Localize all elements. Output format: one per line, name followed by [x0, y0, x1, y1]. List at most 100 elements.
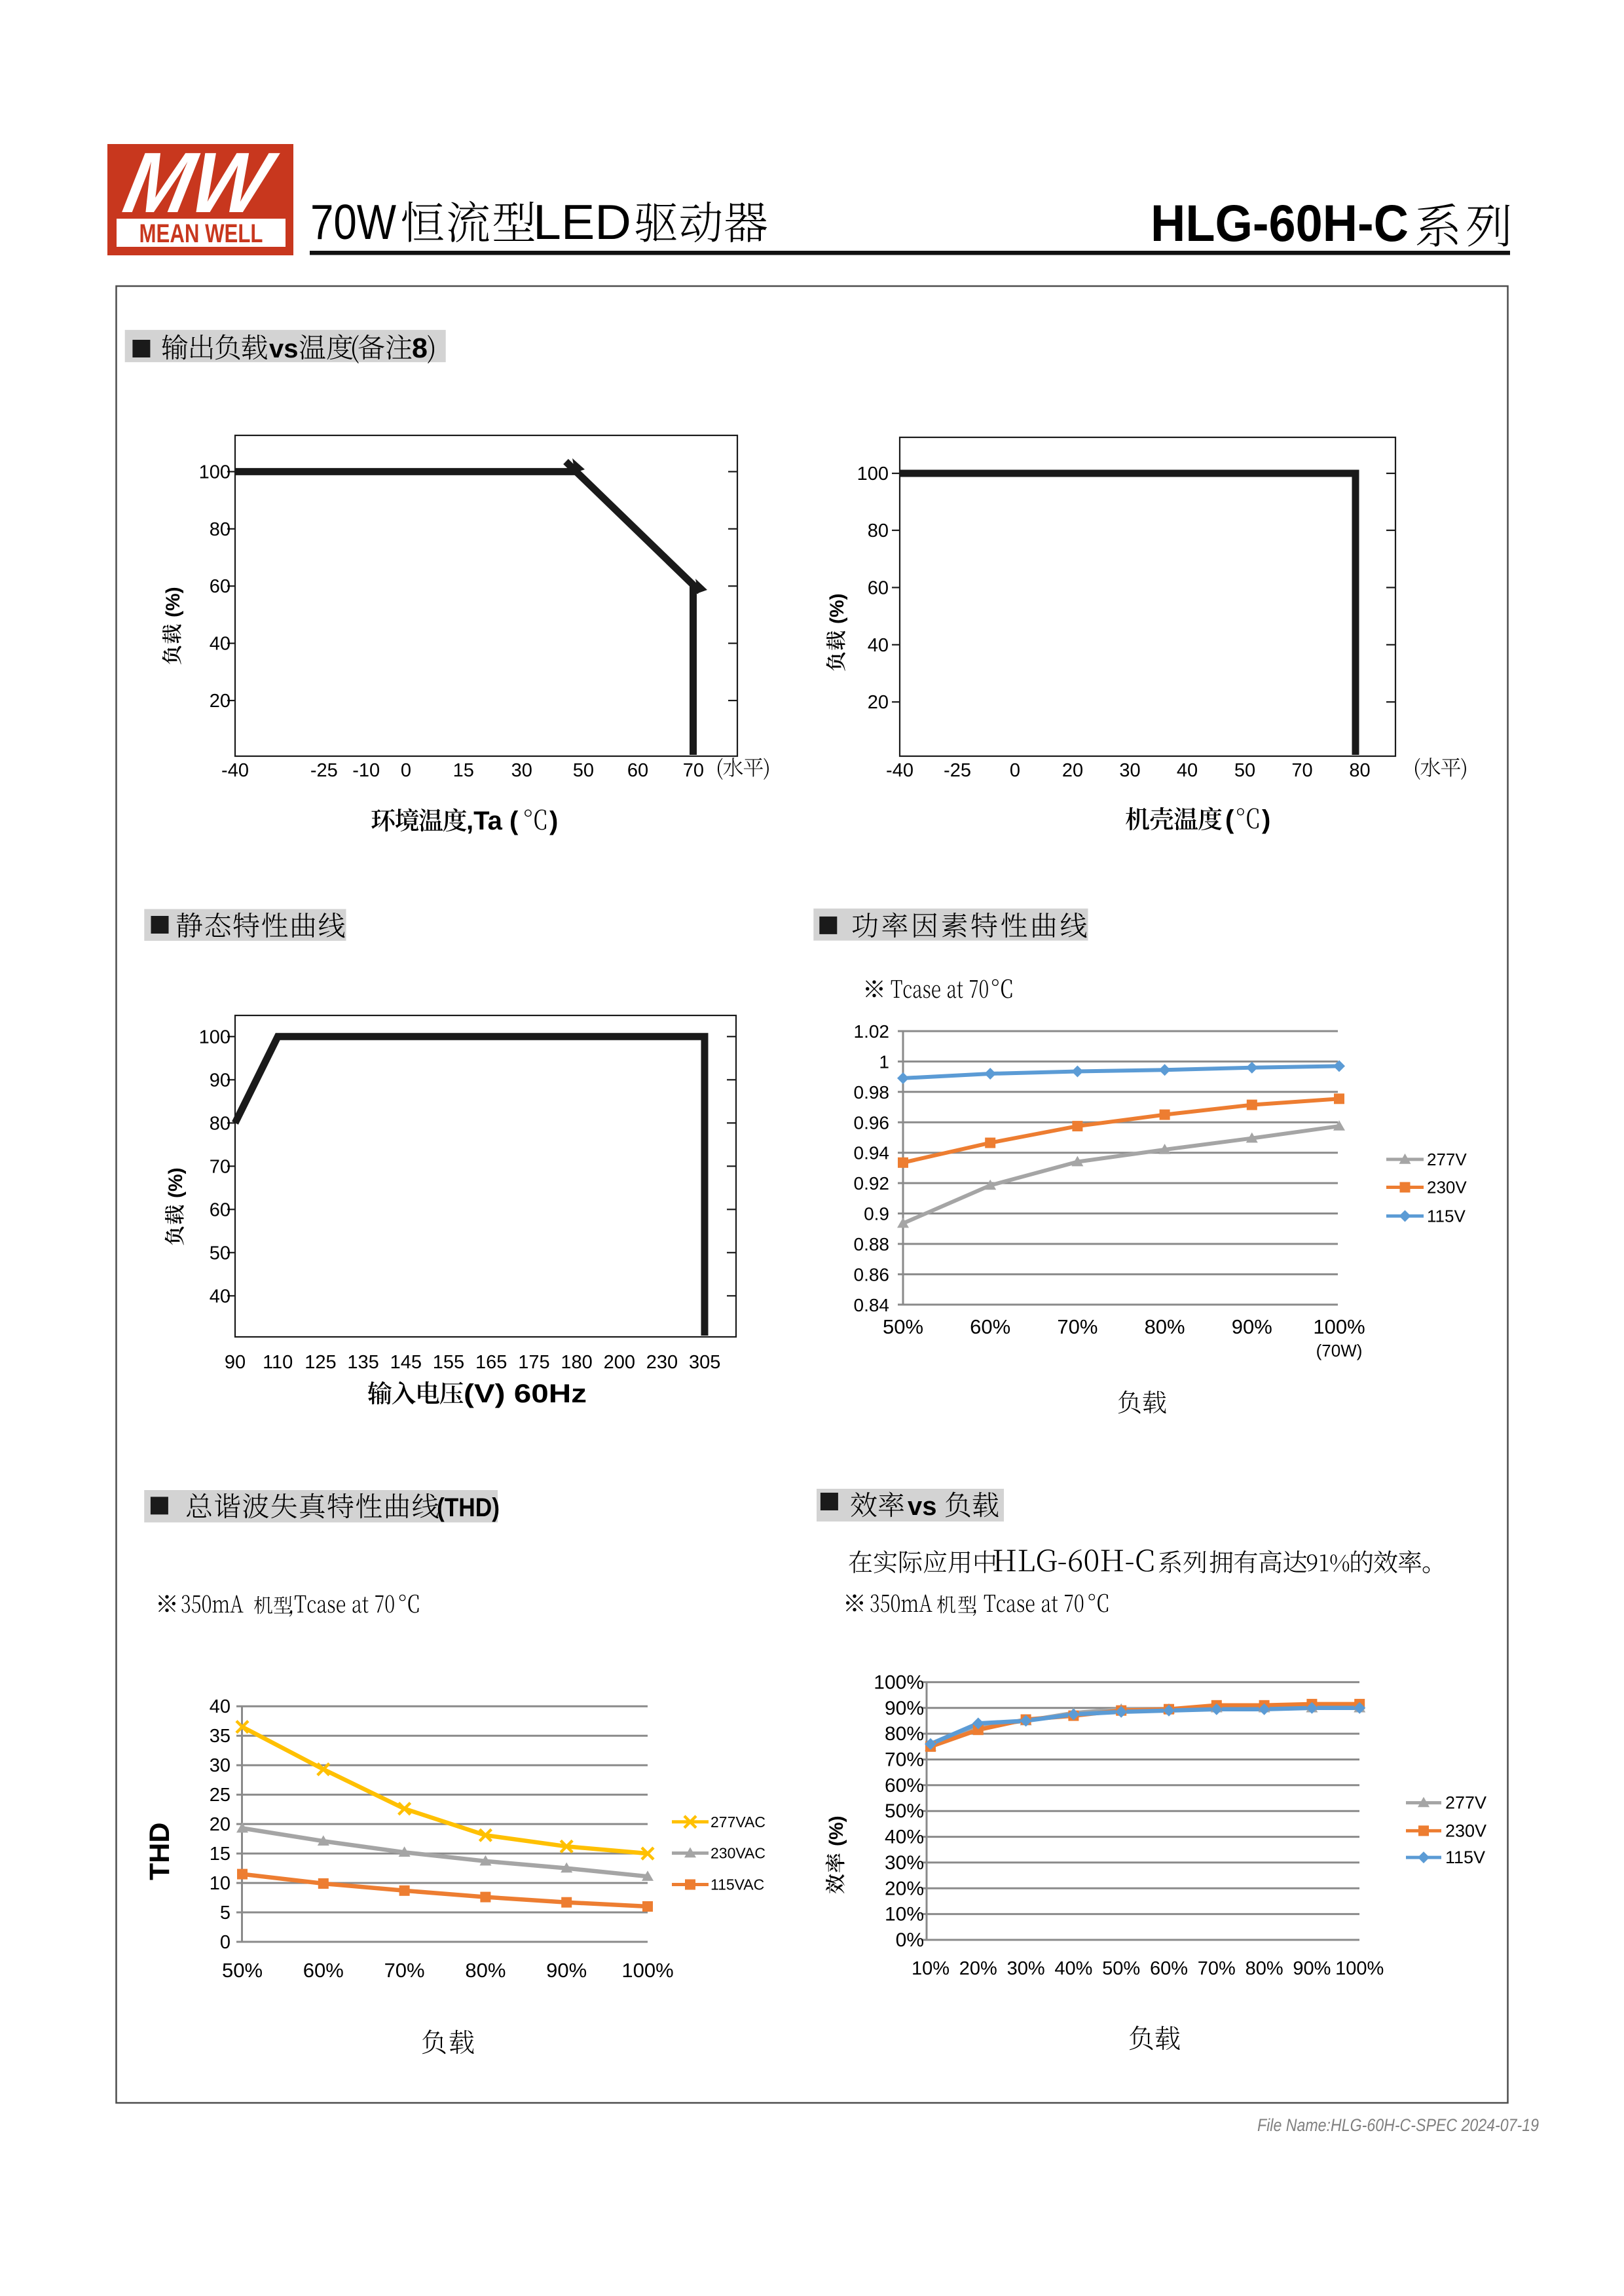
svg-text:(%): (%) — [826, 1815, 847, 1846]
svg-text:(%): (%) — [162, 587, 184, 617]
svg-text:100: 100 — [199, 462, 231, 483]
svg-text:50%: 50% — [1102, 1958, 1140, 1979]
svg-text:175: 175 — [518, 1352, 549, 1373]
svg-text:50: 50 — [1234, 760, 1255, 781]
svg-text:(: ( — [1225, 805, 1234, 834]
svg-text:8: 8 — [412, 333, 428, 364]
svg-text:200: 200 — [604, 1352, 635, 1373]
svg-text:50: 50 — [573, 760, 594, 781]
svg-text:135: 135 — [347, 1352, 378, 1373]
svg-text:0: 0 — [220, 1932, 231, 1953]
svg-text:0.88: 0.88 — [854, 1234, 890, 1254]
svg-text:30%: 30% — [885, 1852, 924, 1874]
svg-text:90: 90 — [210, 1070, 231, 1091]
svg-text:0.96: 0.96 — [854, 1112, 890, 1133]
svg-text:90: 90 — [225, 1352, 246, 1373]
svg-text:305: 305 — [689, 1352, 720, 1373]
svg-text:-25: -25 — [944, 760, 971, 781]
svg-text:230: 230 — [646, 1352, 678, 1373]
svg-text:): ) — [549, 807, 558, 835]
svg-text:40%: 40% — [1054, 1958, 1092, 1979]
svg-text:LED: LED — [533, 194, 631, 249]
svg-text:MW: MW — [117, 135, 284, 230]
svg-text:80%: 80% — [1246, 1958, 1283, 1979]
svg-text:60: 60 — [210, 1199, 231, 1220]
svg-text:50: 50 — [210, 1243, 231, 1264]
svg-text:30: 30 — [511, 760, 532, 781]
svg-text:80: 80 — [1349, 760, 1370, 781]
svg-text:100: 100 — [199, 1027, 231, 1048]
svg-text:180: 180 — [561, 1352, 592, 1373]
svg-text:115V: 115V — [1427, 1206, 1466, 1226]
svg-text:20%: 20% — [885, 1878, 924, 1899]
svg-text:100: 100 — [857, 464, 889, 484]
svg-text:110: 110 — [263, 1352, 293, 1373]
svg-text:60%: 60% — [1150, 1958, 1188, 1979]
svg-text:50%: 50% — [883, 1315, 923, 1338]
svg-text:20: 20 — [1062, 760, 1083, 781]
svg-text:115VAC: 115VAC — [710, 1876, 764, 1893]
svg-text:115V: 115V — [1445, 1848, 1485, 1867]
svg-text:40: 40 — [210, 1286, 231, 1307]
svg-text:40%: 40% — [885, 1827, 924, 1848]
svg-text:-10: -10 — [352, 760, 380, 781]
svg-text:-40: -40 — [886, 760, 913, 781]
svg-text:80%: 80% — [1145, 1315, 1185, 1338]
svg-text:15: 15 — [453, 760, 474, 781]
svg-text:277VAC: 277VAC — [710, 1813, 766, 1831]
svg-text:277V: 277V — [1427, 1150, 1467, 1169]
svg-text:70%: 70% — [1057, 1315, 1098, 1338]
svg-text:230V: 230V — [1445, 1821, 1486, 1840]
svg-text:(%): (%) — [165, 1167, 187, 1198]
svg-text:40: 40 — [1177, 760, 1198, 781]
svg-text:50%: 50% — [222, 1959, 263, 1982]
svg-text:70: 70 — [683, 760, 704, 781]
svg-text:25: 25 — [210, 1785, 231, 1806]
svg-text:20: 20 — [210, 691, 231, 712]
svg-text:50%: 50% — [885, 1800, 924, 1822]
svg-text:100%: 100% — [874, 1671, 924, 1693]
svg-text:90%: 90% — [1232, 1315, 1272, 1338]
svg-text:0%: 0% — [896, 1929, 924, 1951]
svg-text:-40: -40 — [221, 760, 249, 781]
svg-text:70%: 70% — [885, 1749, 924, 1771]
svg-text:0: 0 — [1010, 760, 1020, 781]
svg-text:125: 125 — [304, 1352, 336, 1373]
svg-text:File Name:HLG-60H-C-SPEC 202: File Name:HLG-60H-C-SPEC 2024-07-19 — [1257, 2115, 1539, 2135]
svg-text:(THD): (THD) — [437, 1493, 500, 1522]
svg-text:165: 165 — [475, 1352, 507, 1373]
svg-text:70%: 70% — [1198, 1958, 1236, 1979]
svg-text:80%: 80% — [465, 1959, 506, 1982]
svg-text:230VAC: 230VAC — [710, 1845, 766, 1862]
svg-text:60%: 60% — [303, 1959, 344, 1982]
svg-text:(70W): (70W) — [1316, 1341, 1363, 1360]
svg-text:1.02: 1.02 — [854, 1021, 890, 1042]
svg-text:30%: 30% — [1007, 1958, 1045, 1979]
svg-text:40: 40 — [210, 634, 231, 655]
svg-text:30: 30 — [1119, 760, 1140, 781]
svg-text:0.86: 0.86 — [854, 1264, 890, 1285]
svg-text:80: 80 — [868, 520, 889, 541]
svg-text:155: 155 — [433, 1352, 464, 1373]
svg-text:vs: vs — [269, 335, 299, 363]
svg-text:40: 40 — [868, 635, 889, 656]
svg-text:0.9: 0.9 — [864, 1204, 889, 1224]
svg-text:100%: 100% — [1313, 1315, 1365, 1338]
svg-text:60%: 60% — [885, 1775, 924, 1796]
svg-text:90%: 90% — [885, 1698, 924, 1719]
svg-text:15: 15 — [210, 1844, 231, 1865]
svg-text:,Ta (: ,Ta ( — [466, 807, 519, 835]
svg-text:60: 60 — [868, 577, 889, 598]
svg-text:100%: 100% — [621, 1959, 673, 1982]
svg-text:60: 60 — [210, 576, 231, 597]
svg-text:90%: 90% — [1293, 1958, 1331, 1979]
svg-text:1: 1 — [879, 1051, 889, 1072]
svg-text:60: 60 — [627, 760, 648, 781]
svg-text:80: 80 — [210, 519, 231, 540]
svg-text:MEAN WELL: MEAN WELL — [139, 219, 263, 248]
svg-text:HLG-60H-C: HLG-60H-C — [1151, 194, 1409, 252]
svg-text:90%: 90% — [546, 1959, 587, 1982]
svg-text:0.92: 0.92 — [854, 1173, 890, 1194]
svg-text:20: 20 — [868, 692, 889, 713]
svg-text:0.84: 0.84 — [854, 1295, 890, 1315]
